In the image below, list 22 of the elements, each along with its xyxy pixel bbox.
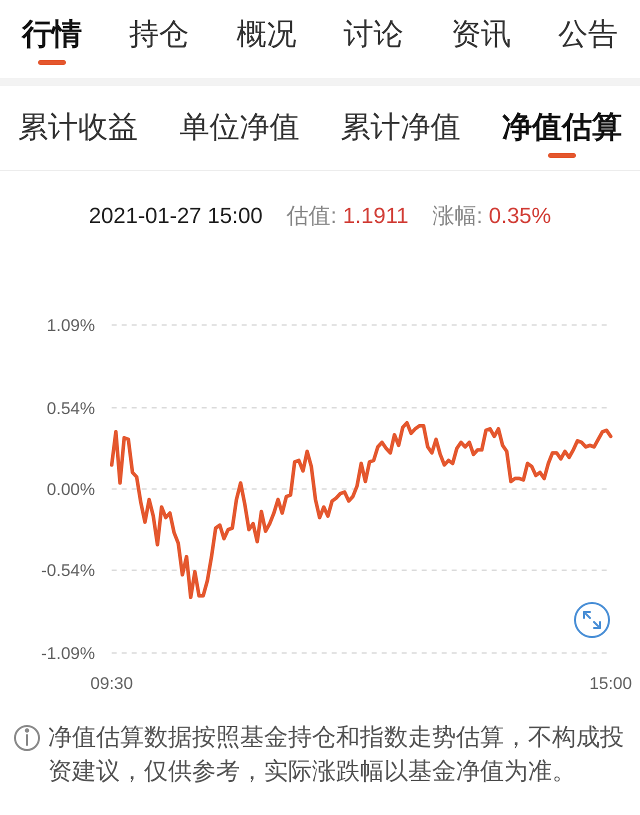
chart-title: 2021-01-27 15:00 xyxy=(88,203,263,229)
x-tick-label: 15:00 xyxy=(589,674,632,693)
category-label: 资讯 xyxy=(450,17,511,53)
line-series xyxy=(110,421,612,600)
y-tick-label: -1.09% xyxy=(41,644,95,663)
x-tick-label: 09:30 xyxy=(90,674,133,693)
category-label: 持仓 xyxy=(129,17,190,53)
category-label: 讨论 xyxy=(344,17,404,53)
text: 估值: 1.1911 xyxy=(286,203,408,228)
category-label: 概况 xyxy=(236,17,296,53)
category-label: 累计净值 xyxy=(340,110,461,146)
category-label: 单位净值 xyxy=(179,110,300,146)
y-tick-label: 0.54% xyxy=(46,398,95,418)
y-tick-label: -0.54% xyxy=(41,561,95,580)
y-tick-label: 1.09% xyxy=(46,316,95,335)
text: 净值估算数据按照基金持仓和指数走势估算，不构成投资建议，仅供参考，实际涨跌幅以基金净值为准。 xyxy=(48,723,625,787)
category-label: 行情 xyxy=(22,17,82,53)
category-label: 净值估算 xyxy=(502,110,622,146)
y-tick-label: 0.00% xyxy=(46,480,95,499)
category-label: 累计收益 xyxy=(18,110,138,146)
text: 涨幅: 0.35% xyxy=(432,203,552,228)
category-label: 公告 xyxy=(558,17,618,53)
